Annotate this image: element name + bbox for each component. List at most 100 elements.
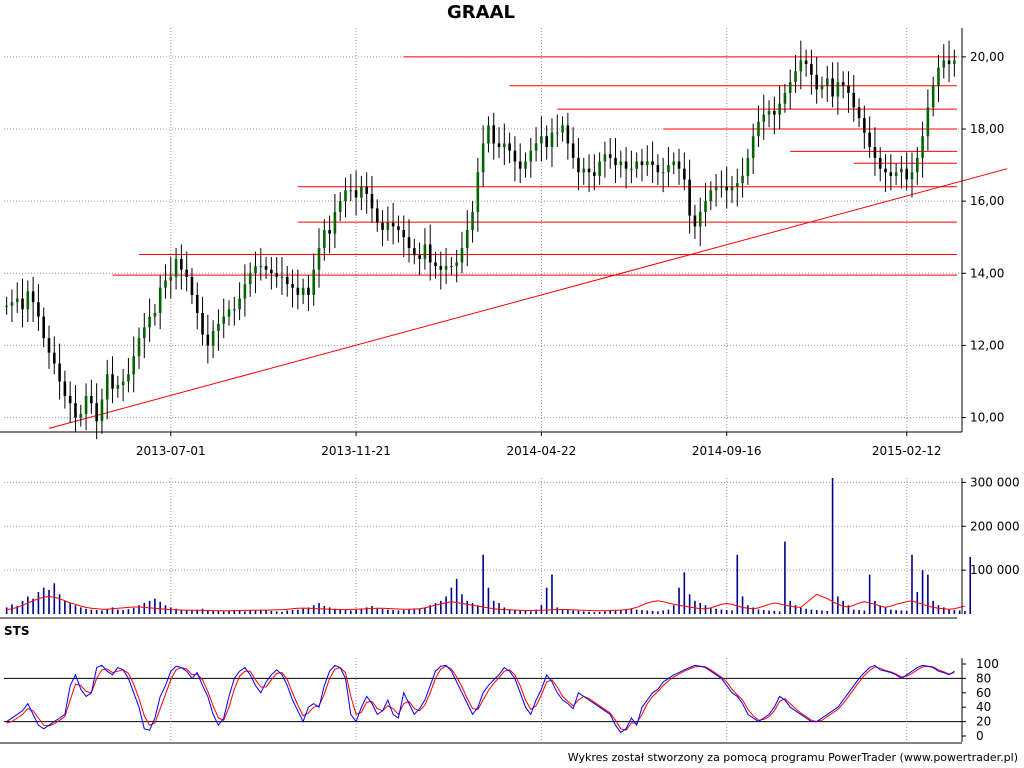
candle-body: [450, 266, 453, 268]
date-tick-label: 2013-07-01: [136, 444, 206, 458]
candle-body: [651, 161, 654, 166]
candle-body: [127, 374, 130, 382]
candle-body: [169, 276, 173, 281]
price-tick-label: 16,00: [970, 194, 1004, 208]
candle-body: [497, 143, 501, 148]
price-tick-label: 14,00: [970, 266, 1004, 280]
candle-body: [476, 172, 480, 212]
candle-body: [296, 287, 300, 295]
candle-body: [894, 172, 898, 176]
sts-series-line: [6, 664, 955, 734]
candle-body: [317, 248, 321, 270]
candle-body: [857, 107, 861, 119]
price-tick-label: 10,00: [970, 411, 1004, 425]
candle-body: [31, 291, 35, 303]
candle-body: [735, 183, 739, 187]
candle-body: [900, 168, 903, 173]
candle-body: [418, 255, 421, 259]
candle-body: [439, 266, 443, 270]
candle-body: [121, 381, 125, 386]
candle-body: [370, 193, 374, 209]
candle-body: [889, 172, 893, 176]
volume-y-axis: 100 000 200 000 300 000: [0, 475, 1020, 619]
candle-body: [195, 294, 199, 313]
candle-body: [709, 190, 713, 202]
candle-body: [63, 381, 67, 396]
candle-body: [534, 143, 538, 151]
candle-body: [751, 136, 755, 158]
volume-tick-label: 300 000: [970, 475, 1020, 489]
candle-body: [667, 165, 670, 173]
candle-body: [910, 172, 914, 180]
candle-body: [672, 161, 676, 166]
candle-body: [720, 186, 723, 188]
sts-lines: [6, 664, 955, 734]
candle-body: [248, 273, 252, 285]
candle-body: [571, 143, 575, 158]
candle-body: [365, 186, 368, 194]
candle-body: [915, 157, 919, 173]
candle-body: [285, 276, 289, 285]
candle-body: [524, 161, 527, 169]
candle-body: [492, 125, 496, 144]
candle-body: [545, 136, 548, 148]
sts-tick-label: 80: [976, 671, 991, 685]
candle-body: [68, 395, 72, 404]
candle-body: [820, 85, 824, 90]
candle-body: [630, 168, 633, 170]
candle-body: [349, 190, 353, 192]
candle-body: [391, 222, 395, 227]
candle-body: [84, 395, 88, 414]
candle-body: [778, 103, 781, 115]
candle-body: [794, 71, 797, 83]
candle-body: [354, 190, 358, 198]
candle-body: [37, 302, 40, 317]
sts-series-line: [6, 665, 955, 731]
date-x-axis: 2013-07-01 2013-11-21 2014-04-22 2014-09-16…: [136, 432, 942, 458]
candle-body: [942, 60, 946, 68]
candle-body: [529, 150, 533, 162]
candle-body: [158, 287, 162, 313]
candle-body: [693, 215, 697, 227]
candle-body: [164, 280, 167, 288]
candle-body: [884, 168, 887, 173]
candle-body: [301, 287, 305, 295]
date-tick-label: 2013-11-21: [321, 444, 391, 458]
candle-body: [460, 248, 464, 263]
candle-body: [555, 132, 559, 134]
candle-body: [905, 168, 909, 180]
candle-body: [79, 413, 83, 418]
candle-body: [825, 78, 829, 86]
candle-body: [185, 269, 188, 277]
candle-body: [15, 298, 19, 303]
candle-body: [587, 168, 591, 173]
candle-body: [746, 157, 750, 176]
candle-body: [513, 150, 517, 162]
candle-body: [90, 395, 93, 404]
candle-body: [254, 266, 257, 274]
candle-body: [116, 385, 120, 389]
candle-body: [344, 190, 347, 202]
candle-body: [518, 161, 522, 169]
candle-body: [762, 114, 766, 122]
candle-body: [423, 244, 427, 259]
candle-body: [561, 125, 564, 133]
candle-body: [688, 179, 691, 216]
candle-body: [566, 125, 570, 144]
candle-body: [407, 237, 411, 249]
candle-body: [841, 82, 845, 86]
candle-body: [402, 230, 406, 238]
date-tick-label: 2014-04-22: [507, 444, 577, 458]
candle-body: [21, 298, 24, 310]
candle-body: [211, 331, 215, 346]
candle-body: [148, 316, 151, 328]
volume-tick-label: 200 000: [970, 519, 1020, 533]
candle-body: [465, 230, 469, 249]
candle-body: [577, 157, 580, 173]
candle-body: [704, 201, 707, 212]
candle-body: [5, 305, 8, 307]
candle-body: [593, 172, 596, 176]
candle-body: [931, 85, 935, 108]
volume-grid: [4, 478, 962, 614]
candle-body: [683, 168, 686, 180]
